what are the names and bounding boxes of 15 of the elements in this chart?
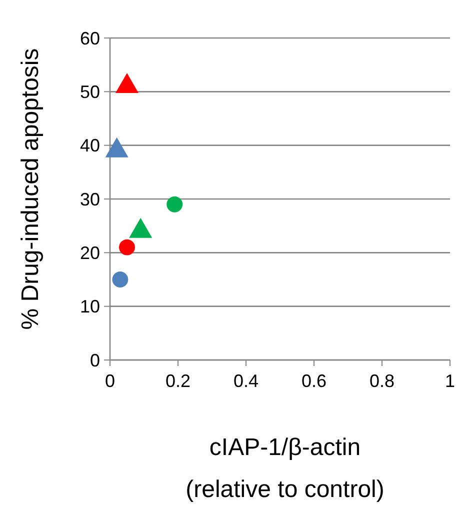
y-tick-label: 10	[80, 296, 100, 317]
x-tick-label: 1	[444, 371, 456, 391]
x-tick-label: 0.8	[369, 371, 395, 391]
x-tick-label: 0.4	[233, 371, 259, 391]
x-axis-title: cIAP-1/β-actin (relative to control)	[186, 434, 384, 503]
x-tick-label: 0	[104, 371, 116, 391]
y-tick-label: 50	[80, 82, 100, 102]
y-axis-title: % Drug-induced apoptosis	[17, 48, 44, 330]
y-tick-label: 60	[80, 28, 100, 48]
y-tick-label: 30	[80, 189, 100, 210]
x-tick-label: 0.2	[165, 371, 191, 391]
y-tick-label: 0	[90, 350, 100, 370]
x-tick-label: 0.6	[301, 371, 327, 391]
y-tick-label: 40	[80, 136, 100, 156]
y-tick-label: 20	[80, 242, 100, 263]
